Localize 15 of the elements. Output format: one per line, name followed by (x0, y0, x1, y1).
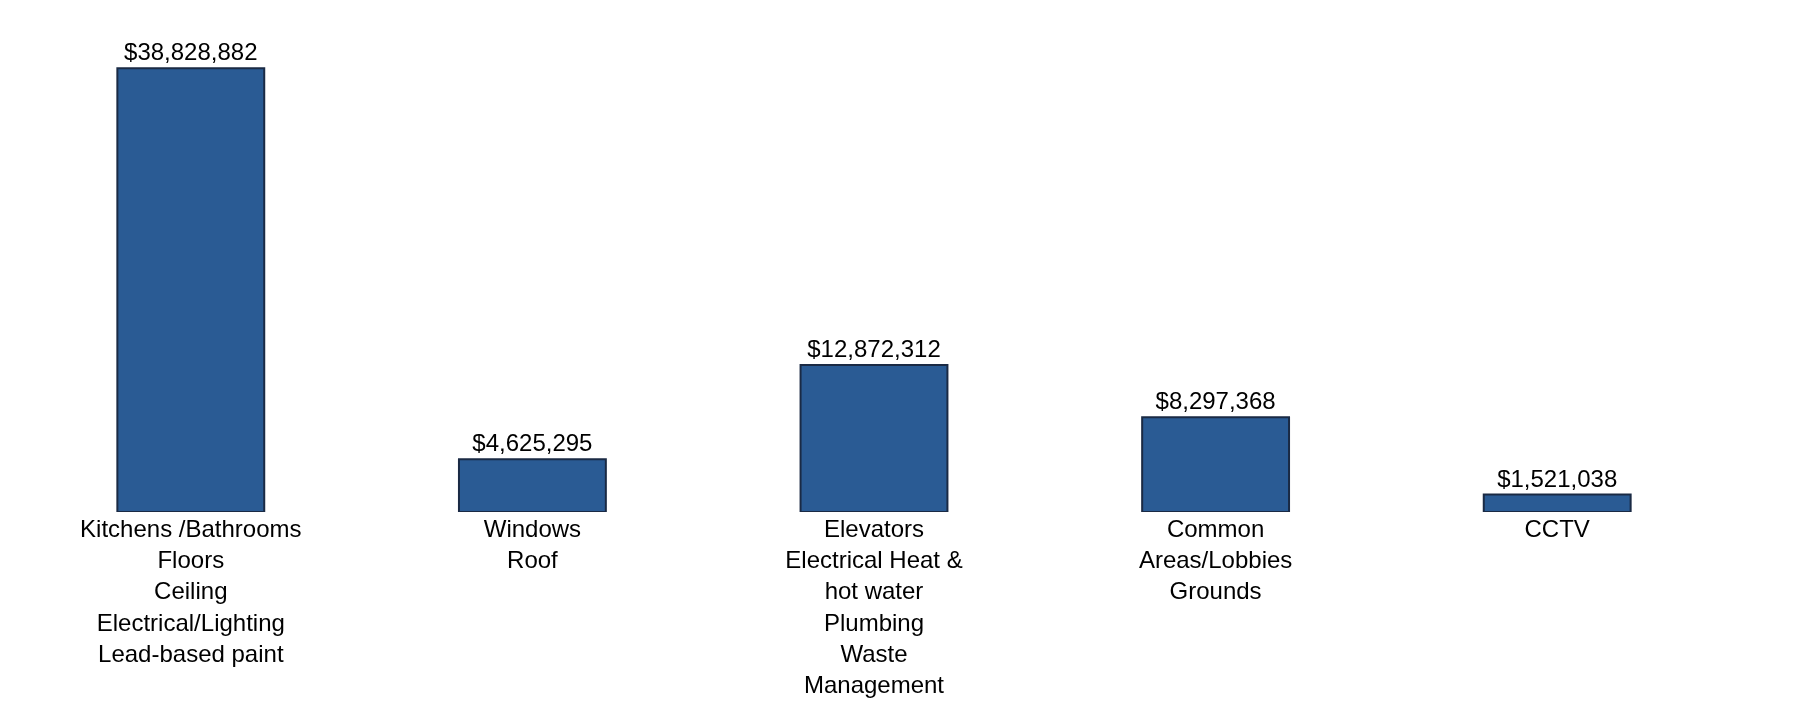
bar (799, 363, 949, 512)
data-label: $38,828,882 (124, 38, 258, 66)
x-tick-label: Kitchens /Bathrooms Floors Ceiling Electrical/Lighting Lead-based paint (80, 515, 302, 667)
bar (116, 67, 266, 512)
bar (1482, 493, 1632, 512)
data-label: $8,297,368 (1155, 387, 1276, 415)
data-label: $12,872,312 (807, 334, 941, 362)
x-tick-label: CCTV (1524, 515, 1590, 542)
x-tick-label: Common Areas/Lobbies Grounds (1138, 515, 1293, 605)
bar (1141, 416, 1291, 512)
data-label: $4,625,295 (472, 429, 593, 457)
data-label: $1,521,038 (1497, 464, 1618, 492)
bar (457, 458, 607, 512)
x-tick-label: Windows Roof (483, 515, 582, 574)
x-tick-label: Elevators Electrical Heat & hot water Plumbing Waste Management (785, 515, 963, 698)
